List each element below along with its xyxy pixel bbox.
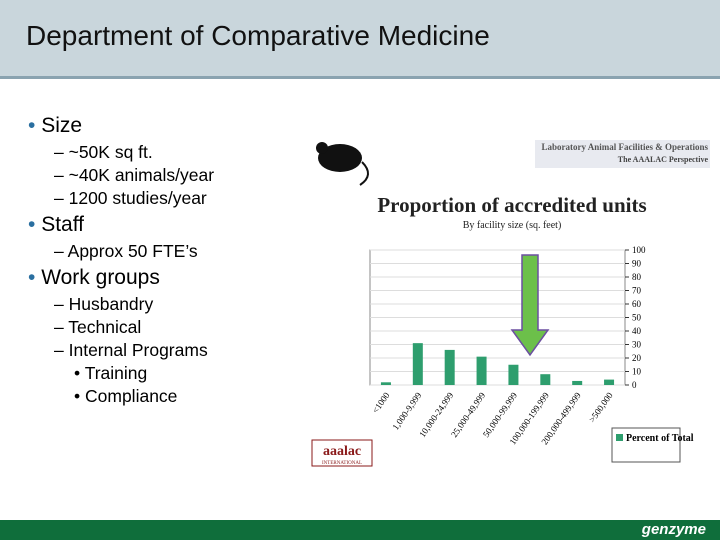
y-tick-label: 100	[632, 245, 646, 255]
aaalac-logo	[311, 439, 373, 467]
legend-swatch	[616, 434, 623, 441]
footer: genzyme	[0, 520, 720, 540]
x-tick-label: >500,000	[587, 390, 615, 424]
sub-sub-bullet: Training	[74, 363, 308, 384]
sub-bullet: Technical	[54, 317, 308, 338]
bar	[508, 364, 519, 385]
y-tick-label: 60	[632, 299, 642, 309]
bar	[604, 379, 615, 385]
sub-bullet: 1200 studies/year	[54, 188, 308, 209]
aaalac-sub: INTERNATIONAL	[322, 461, 362, 466]
y-tick-label: 0	[632, 380, 637, 390]
bar	[540, 374, 551, 385]
mouse-tail	[359, 161, 369, 186]
y-tick-label: 30	[632, 340, 642, 350]
y-tick-label: 80	[632, 272, 642, 282]
banner-text: Laboratory Animal Facilities & Operation…	[542, 142, 709, 152]
mouse-icon	[318, 144, 362, 172]
y-tick-label: 90	[632, 259, 642, 269]
footer-logo: genzyme	[641, 521, 706, 538]
sub-bullet: Husbandry	[54, 294, 308, 315]
sub-sub-bullet: Compliance	[74, 386, 308, 407]
banner	[535, 140, 710, 168]
bullet: Staff	[28, 213, 308, 237]
y-tick-label: 10	[632, 367, 642, 377]
bar	[412, 343, 423, 385]
x-tick-label: <1000	[370, 390, 392, 415]
header: Department of Comparative Medicine	[0, 0, 720, 79]
mouse-ear	[316, 142, 328, 154]
bar	[572, 380, 583, 385]
sub-bullet: Internal Programs	[54, 340, 308, 361]
y-tick-label: 40	[632, 326, 642, 336]
bar	[476, 356, 487, 385]
legend-box	[611, 427, 681, 463]
banner-text: The AAALAC Perspective	[618, 155, 709, 164]
slide-title: Department of Comparative Medicine	[26, 20, 490, 51]
y-tick-label: 70	[632, 286, 642, 296]
pointer-arrow	[510, 254, 550, 357]
chart-title: Proportion of accredited units	[377, 193, 646, 217]
legend-label: Percent of Total	[626, 433, 694, 444]
bullet: Size	[28, 114, 308, 138]
bullet: Work groups	[28, 266, 308, 290]
chart-subtitle: By facility size (sq. feet)	[463, 220, 562, 231]
chart: Laboratory Animal Facilities & Operation…	[311, 140, 710, 467]
aaalac-text: aaalac	[323, 444, 361, 459]
x-tick-label: 1,000-9,999	[390, 390, 423, 432]
sub-bullet: ~50K sq ft.	[54, 142, 308, 163]
y-tick-label: 20	[632, 353, 642, 363]
y-tick-label: 50	[632, 313, 642, 323]
bar	[444, 349, 455, 385]
sub-bullet: Approx 50 FTE’s	[54, 241, 308, 262]
bar	[380, 382, 391, 385]
bullet-list: Size ~50K sq ft.~40K animals/year1200 stu…	[28, 110, 308, 409]
sub-bullet: ~40K animals/year	[54, 165, 308, 186]
